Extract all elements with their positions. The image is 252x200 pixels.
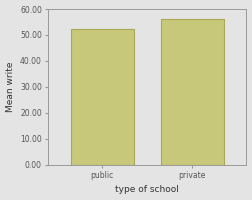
X-axis label: type of school: type of school	[115, 185, 179, 194]
Y-axis label: Mean write: Mean write	[6, 62, 15, 112]
Bar	[71, 29, 134, 165]
Bar	[161, 19, 224, 165]
